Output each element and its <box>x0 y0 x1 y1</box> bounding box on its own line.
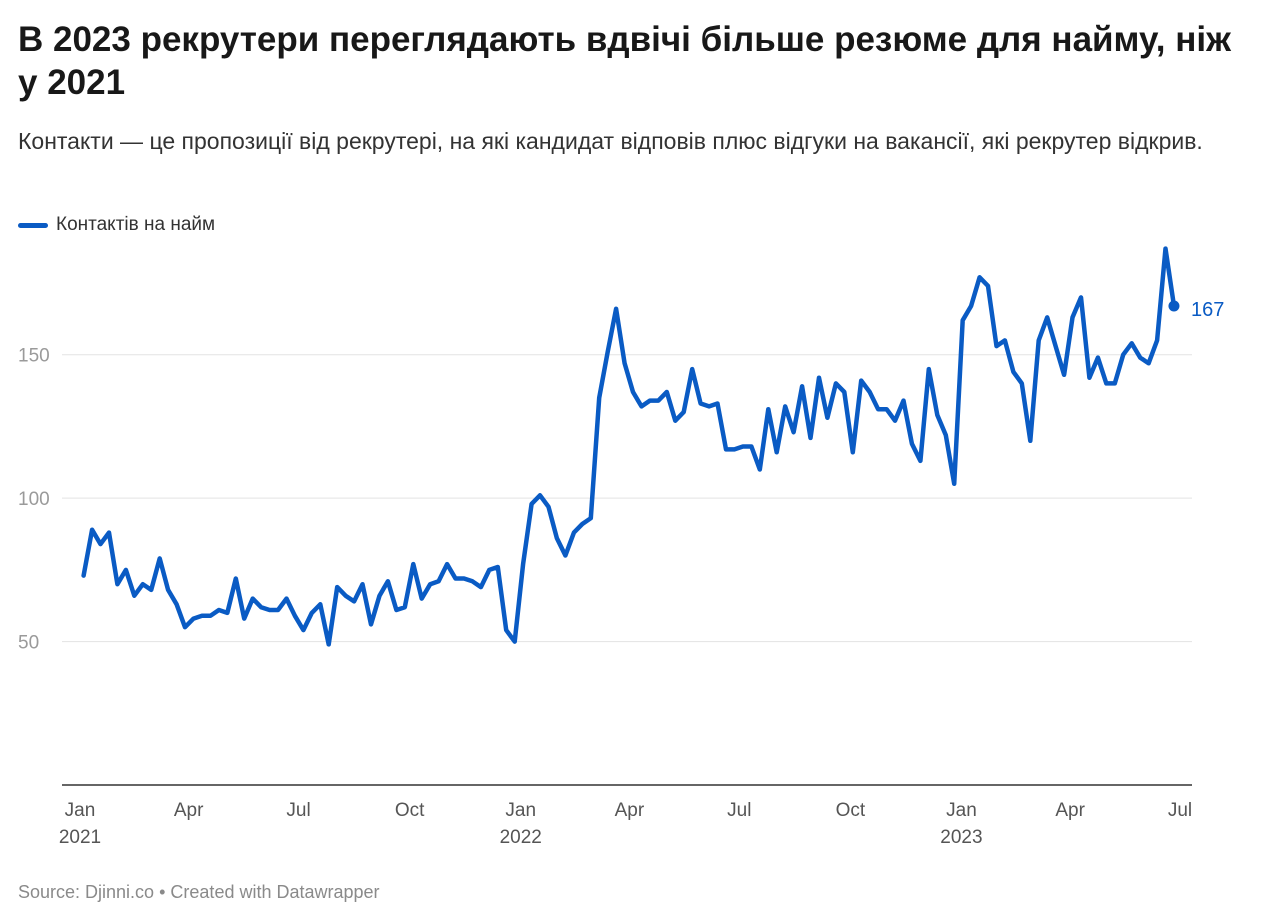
x-tick-label: Jul <box>286 800 310 821</box>
y-tick-label: 100 <box>18 489 50 510</box>
y-tick-label: 50 <box>18 633 39 654</box>
x-tick-label: Apr <box>615 800 645 821</box>
footer-separator: • <box>159 882 166 902</box>
credit-link[interactable]: Created with Datawrapper <box>170 882 380 902</box>
x-tick-year-label: 2023 <box>940 827 982 848</box>
grid-layer <box>62 354 1192 643</box>
legend: Контактів на найм <box>18 212 215 238</box>
x-tick-label: Jul <box>727 800 751 821</box>
x-tick-label: Apr <box>1055 800 1085 821</box>
x-tick-year-label: 2022 <box>500 827 542 848</box>
chart-subtitle: Контакти — це пропозиції від рекрутері, … <box>18 128 1203 154</box>
x-tick-label: Jan <box>946 800 977 821</box>
source-link[interactable]: Source: Djinni.co <box>18 882 155 902</box>
x-tick-label: Oct <box>395 800 425 821</box>
legend-swatch <box>18 222 48 228</box>
series-end-point <box>1168 300 1180 312</box>
x-tick-label: Oct <box>836 800 866 821</box>
footer: Source: Djinni.co • Created with Datawra… <box>18 882 380 903</box>
x-tick-label: Jan <box>65 800 96 821</box>
x-tick-label: Jan <box>505 800 536 821</box>
x-tick-label: Jul <box>1168 800 1192 821</box>
series-end-label: 167 <box>1191 299 1224 321</box>
y-tick-label: 150 <box>18 346 50 367</box>
chart-title: В 2023 рекрутери переглядають вдвічі біл… <box>18 20 1231 102</box>
label-layer: 167 <box>1191 299 1224 321</box>
x-tick-year-label: 2021 <box>59 827 101 848</box>
axis-layer: 50 100 150 Jan 2021 Apr Jul Oct Jan 2022 Apr Jul Oct… <box>18 346 1192 848</box>
legend-label: Контактів на найм <box>56 214 216 235</box>
x-tick-label: Apr <box>174 800 204 821</box>
series-layer <box>81 246 1180 647</box>
line-chart: 50 100 150 Jan 2021 Apr Jul Oct Jan 2022 Apr Jul Oct… <box>18 246 1224 848</box>
series-line <box>81 246 1177 647</box>
